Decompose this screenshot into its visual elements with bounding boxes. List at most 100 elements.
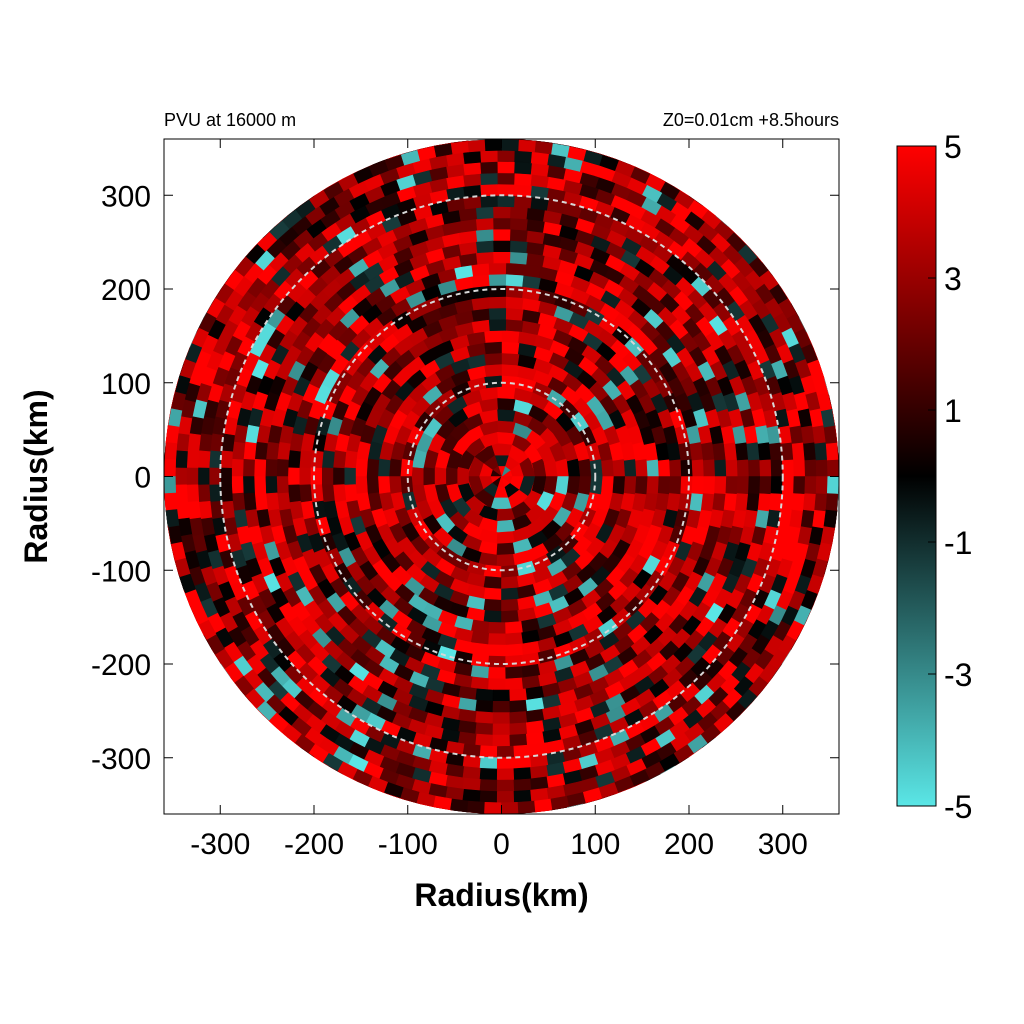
field-cell [589, 458, 604, 477]
field-cell [691, 458, 705, 477]
y-tick-label: -300 [91, 743, 151, 776]
field-cell [483, 329, 502, 343]
field-cell [578, 458, 592, 477]
field-cell [479, 756, 498, 770]
field-cell [804, 458, 817, 477]
field-cell [483, 576, 502, 590]
colorbar-tick-label: 3 [944, 261, 962, 297]
field-cell [399, 476, 414, 495]
field-cell [488, 284, 507, 298]
field-cell [479, 767, 498, 781]
field-cell [287, 484, 301, 503]
field-cell [505, 677, 524, 691]
field-cell [164, 459, 165, 477]
field-cell [496, 431, 516, 445]
field-cell [265, 441, 280, 461]
field-cell [505, 632, 524, 646]
field-cell [825, 442, 839, 461]
field-cell [220, 484, 233, 503]
field-cell [566, 457, 581, 477]
field-cell [612, 458, 626, 477]
field-cell [770, 476, 784, 494]
reference-circles [219, 194, 784, 759]
field-cell [759, 458, 772, 477]
field-cell [781, 476, 795, 495]
field-cell [264, 476, 278, 495]
field-cell [496, 531, 516, 545]
field-cell [175, 433, 190, 452]
field-cell [509, 228, 528, 242]
field-cell [197, 484, 211, 503]
field-cell [509, 206, 528, 220]
field-cell [175, 501, 190, 520]
field-cell [187, 501, 201, 520]
field-cell [321, 450, 335, 469]
field-cell [492, 206, 511, 219]
field-cell [702, 476, 716, 495]
field-cell [483, 374, 502, 389]
field-cell [475, 733, 494, 747]
field-cell [466, 139, 486, 141]
field-cell [449, 139, 469, 144]
field-cell [505, 296, 524, 310]
field-cell [513, 172, 532, 186]
field-cell [714, 476, 727, 495]
field-cell [164, 459, 177, 477]
field-cell [714, 458, 727, 477]
field-cell [488, 296, 507, 309]
field-cell [814, 441, 828, 461]
field-cell [231, 441, 246, 461]
field-cell [517, 139, 537, 141]
field-cell [513, 767, 532, 781]
field-cell [164, 441, 166, 461]
field-cell [470, 653, 490, 668]
field-cell [736, 458, 750, 477]
field-cell [479, 172, 498, 186]
field-cell [488, 262, 507, 275]
field-cell [505, 643, 524, 657]
field-cell [496, 790, 515, 804]
x-axis: -300 -200 -100 0 100 200 300 [190, 139, 808, 861]
field-cell [354, 458, 368, 477]
field-cell [496, 768, 515, 781]
field-cell [496, 194, 515, 208]
colorbar-tick-label: -3 [944, 657, 972, 693]
field-cell [310, 467, 323, 486]
field-cell [470, 676, 490, 691]
field-cell [377, 458, 391, 477]
field-cell [496, 779, 515, 792]
field-cell [501, 329, 520, 343]
field-cell [488, 307, 507, 320]
field-cell [513, 789, 532, 803]
field-cell [496, 386, 516, 400]
field-cell [164, 424, 169, 444]
field-cell [488, 644, 507, 657]
field-cell [513, 778, 532, 792]
field-cell [735, 441, 749, 461]
field-cell [479, 149, 498, 163]
y-axis-title: Radius(km) [18, 389, 54, 563]
field-cell [411, 467, 424, 486]
field-cell [175, 450, 188, 469]
x-axis-title: Radius(km) [414, 877, 588, 913]
field-cell [505, 666, 524, 680]
field-cell [492, 251, 511, 264]
field-cell [635, 476, 649, 495]
field-cell [834, 509, 839, 529]
field-cell [462, 754, 482, 769]
field-cell [483, 598, 502, 612]
field-cell [635, 458, 649, 477]
field-cell [834, 424, 839, 444]
field-cell [488, 318, 507, 332]
field-cell [310, 450, 324, 469]
field-cell [483, 341, 502, 355]
field-cell [164, 509, 169, 529]
field-cell [578, 476, 592, 495]
field-cell [287, 450, 301, 469]
field-cell [759, 476, 772, 495]
field-cell [483, 564, 502, 579]
field-cell [509, 733, 528, 747]
reference-circle [219, 194, 784, 759]
field-cell [669, 476, 682, 495]
field-cell [467, 800, 486, 814]
